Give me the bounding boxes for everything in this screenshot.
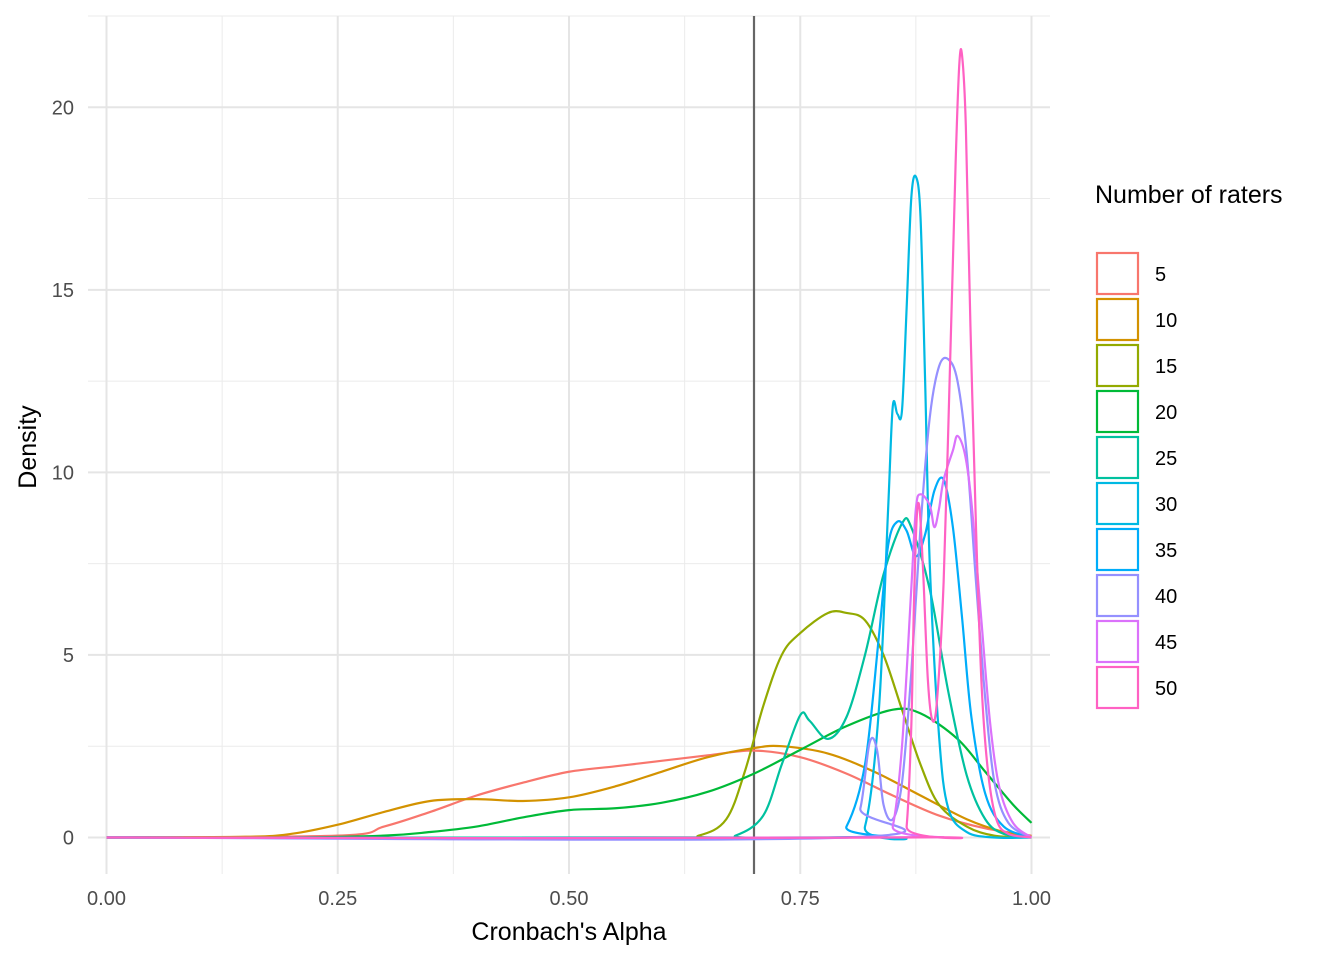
legend-item-45: 45: [1095, 619, 1177, 664]
legend-label: 25: [1155, 448, 1177, 470]
legend-label: 5: [1155, 264, 1166, 286]
legend-key-15: [1095, 343, 1140, 388]
legend-title: Number of raters: [1095, 181, 1283, 209]
legend-label: 15: [1155, 356, 1177, 378]
y-tick-label: 10: [52, 462, 74, 484]
legend-label: 50: [1155, 678, 1177, 700]
legend-key-20: [1095, 389, 1140, 434]
x-tick-label: 0.75: [781, 888, 820, 910]
grid: [88, 15, 1050, 874]
legend-item-20: 20: [1095, 389, 1177, 434]
legend-item-30: 30: [1095, 481, 1177, 526]
x-tick-label: 0.50: [550, 888, 589, 910]
legend-label: 30: [1155, 494, 1177, 516]
series-lines: [106, 48, 1033, 841]
y-tick-label: 0: [63, 827, 74, 849]
series-line-50: [106, 48, 1032, 840]
y-axis-title: Density: [14, 405, 42, 489]
tick-labels: 0.00 0.25 0.50 0.75 1.00 0 5 10 15 20: [52, 97, 1051, 910]
legend-key-35: [1095, 527, 1140, 572]
legend-key-45: [1095, 619, 1140, 664]
legend-item-50: 50: [1095, 665, 1177, 710]
legend-key-30: [1095, 481, 1140, 526]
legend-label: 20: [1155, 402, 1177, 424]
series-line-20: [106, 707, 1033, 839]
y-tick-label: 15: [52, 280, 74, 302]
legend-item-40: 40: [1095, 573, 1177, 618]
legend: Number of raters 5 10 15 20 25 30 35 40 45 50: [1095, 181, 1283, 710]
legend-item-5: 5: [1095, 251, 1166, 296]
series-line-30: [106, 174, 1032, 841]
x-tick-label: 0.00: [87, 888, 126, 910]
legend-key-50: [1095, 665, 1140, 710]
x-tick-label: 1.00: [1012, 888, 1051, 910]
legend-label: 45: [1155, 632, 1177, 654]
legend-item-10: 10: [1095, 297, 1177, 342]
x-axis-title: Cronbach's Alpha: [471, 918, 666, 946]
legend-key-5: [1095, 251, 1140, 296]
series-line-10: [106, 744, 1032, 839]
legend-items: 5 10 15 20 25 30 35 40 45 50: [1095, 251, 1177, 710]
y-tick-label: 5: [63, 645, 74, 667]
legend-label: 10: [1155, 310, 1177, 332]
legend-item-25: 25: [1095, 435, 1177, 480]
legend-key-25: [1095, 435, 1140, 480]
legend-key-40: [1095, 573, 1140, 618]
y-tick-label: 20: [52, 97, 74, 119]
x-tick-label: 0.25: [318, 888, 357, 910]
legend-key-10: [1095, 297, 1140, 342]
legend-item-35: 35: [1095, 527, 1177, 572]
legend-label: 40: [1155, 586, 1177, 608]
legend-item-15: 15: [1095, 343, 1177, 388]
legend-label: 35: [1155, 540, 1177, 562]
